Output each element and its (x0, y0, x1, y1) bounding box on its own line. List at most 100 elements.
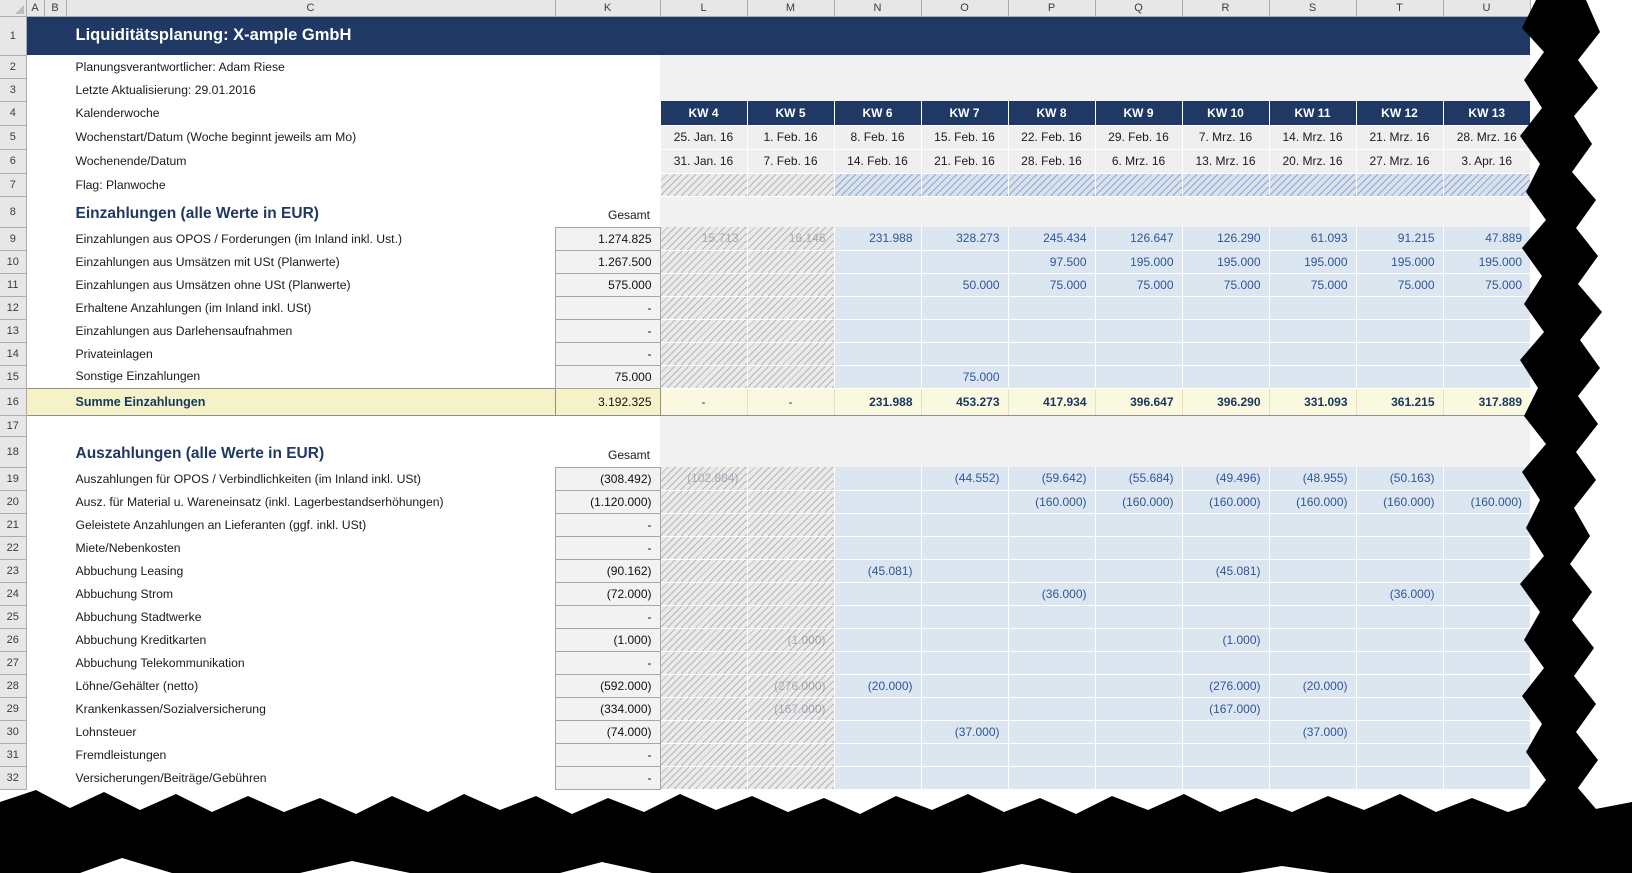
cell-O26[interactable] (920, 628, 1008, 652)
cell-U12[interactable] (1442, 296, 1530, 320)
cell-R19[interactable]: (49.496) (1181, 467, 1269, 491)
cell-L16[interactable]: - (659, 387, 747, 416)
row-header-18[interactable]: 18 (0, 436, 27, 468)
cell-Q30[interactable] (1094, 720, 1182, 744)
cell-L29[interactable] (659, 697, 747, 721)
cell-L7[interactable] (659, 173, 747, 197)
cell-M5[interactable]: 1. Feb. 16 (746, 124, 834, 150)
row-header-14[interactable]: 14 (0, 342, 27, 366)
cell-M28[interactable]: (276.000) (746, 674, 834, 698)
cell-P29[interactable] (1007, 697, 1095, 721)
cell-N19[interactable] (833, 467, 921, 491)
cell-Q7[interactable] (1094, 173, 1182, 197)
cell-O29[interactable] (920, 697, 1008, 721)
cell-L27[interactable] (659, 651, 747, 675)
cell-S6[interactable]: 20. Mrz. 16 (1268, 148, 1356, 174)
cell-T12[interactable] (1355, 296, 1443, 320)
cell-S22[interactable] (1268, 536, 1356, 560)
row-header-8[interactable]: 8 (0, 196, 27, 228)
cell-P16[interactable]: 417.934 (1007, 387, 1095, 416)
cell-Q19[interactable]: (55.684) (1094, 467, 1182, 491)
cell-K3[interactable] (555, 78, 660, 101)
cell-T30[interactable] (1355, 720, 1443, 744)
row-label-10[interactable]: Einzahlungen aus Umsätzen mit USt (Planw… (26, 250, 555, 273)
cell-M6[interactable]: 7. Feb. 16 (746, 148, 834, 174)
cell-L4[interactable]: KW 4 (659, 101, 747, 125)
cell-P6[interactable]: 28. Feb. 16 (1007, 148, 1095, 174)
cell-M13[interactable] (746, 319, 834, 343)
cell-M16[interactable]: - (746, 387, 834, 416)
cell-Q27[interactable] (1094, 651, 1182, 675)
col-header-A[interactable]: A (26, 0, 45, 17)
cell-U5[interactable]: 28. Mrz. 16 (1442, 124, 1530, 150)
cell-Q15[interactable] (1094, 365, 1182, 389)
row-label-30[interactable]: Lohnsteuer (26, 720, 555, 743)
cell-P9[interactable]: 245.434 (1007, 227, 1095, 251)
cell-T20[interactable]: (160.000) (1355, 490, 1443, 514)
cell-R4[interactable]: KW 10 (1181, 101, 1269, 125)
cell-O25[interactable] (920, 605, 1008, 629)
cell-S21[interactable] (1268, 513, 1356, 537)
cell-L21[interactable] (659, 513, 747, 537)
cell-Q10[interactable]: 195.000 (1094, 250, 1182, 274)
cell-N4[interactable]: KW 6 (833, 101, 921, 125)
cell-Q14[interactable] (1094, 342, 1182, 366)
row-header-27[interactable]: 27 (0, 651, 27, 675)
cell-O30[interactable]: (37.000) (920, 720, 1008, 744)
cell-U23[interactable] (1442, 559, 1530, 583)
cell-M26[interactable]: (1.000) (746, 628, 834, 652)
cell-T23[interactable] (1355, 559, 1443, 583)
row-label-25[interactable]: Abbuchung Stadtwerke (26, 605, 555, 628)
cell-K13[interactable]: - (554, 318, 661, 343)
cell-R32[interactable] (1181, 766, 1269, 790)
cell-U4[interactable]: KW 13 (1442, 101, 1530, 125)
cell-M20[interactable] (746, 490, 834, 514)
col-header-C[interactable]: C (66, 0, 556, 17)
cell-M19[interactable] (746, 467, 834, 491)
cell-P21[interactable] (1007, 513, 1095, 537)
cell-N24[interactable] (833, 582, 921, 606)
cell-S23[interactable] (1268, 559, 1356, 583)
gesamt-label-18[interactable]: Gesamt (555, 436, 660, 467)
cell-N16[interactable]: 231.988 (833, 387, 921, 416)
cell-M29[interactable]: (167.000) (746, 697, 834, 721)
row-header-32[interactable]: 32 (0, 766, 27, 790)
cell-U30[interactable] (1442, 720, 1530, 744)
cell-T13[interactable] (1355, 319, 1443, 343)
cell-S30[interactable]: (37.000) (1268, 720, 1356, 744)
cell-S7[interactable] (1268, 173, 1356, 197)
cell-S32[interactable] (1268, 766, 1356, 790)
cell-R30[interactable] (1181, 720, 1269, 744)
cell-P23[interactable] (1007, 559, 1095, 583)
row-label-23[interactable]: Abbuchung Leasing (26, 559, 555, 582)
col-header-K[interactable]: K (555, 0, 661, 17)
cell-N11[interactable] (833, 273, 921, 297)
cell-M4[interactable]: KW 5 (746, 101, 834, 125)
cell-S28[interactable]: (20.000) (1268, 674, 1356, 698)
col-header-S[interactable]: S (1269, 0, 1357, 17)
cell-K17[interactable] (555, 415, 660, 436)
cell-N32[interactable] (833, 766, 921, 790)
cell-T19[interactable]: (50.163) (1355, 467, 1443, 491)
row-header-3[interactable]: 3 (0, 78, 27, 102)
cell-N31[interactable] (833, 743, 921, 767)
cell-Q16[interactable]: 396.647 (1094, 387, 1182, 416)
row-header-19[interactable]: 19 (0, 467, 27, 491)
row-label-32[interactable]: Versicherungen/Beiträge/Gebühren (26, 766, 555, 789)
cell-P20[interactable]: (160.000) (1007, 490, 1095, 514)
cell-N13[interactable] (833, 319, 921, 343)
cell-Q20[interactable]: (160.000) (1094, 490, 1182, 514)
cell-K20[interactable]: (1.120.000) (554, 489, 661, 514)
section-title-8[interactable]: Einzahlungen (alle Werte in EUR) (26, 196, 555, 227)
cell-L24[interactable] (659, 582, 747, 606)
col-header-T[interactable]: T (1356, 0, 1444, 17)
cell-S19[interactable]: (48.955) (1268, 467, 1356, 491)
cell-P26[interactable] (1007, 628, 1095, 652)
cell-N14[interactable] (833, 342, 921, 366)
cell-T28[interactable] (1355, 674, 1443, 698)
cell-R6[interactable]: 13. Mrz. 16 (1181, 148, 1269, 174)
cell-N22[interactable] (833, 536, 921, 560)
cell-K21[interactable]: - (554, 512, 661, 537)
band-2[interactable] (660, 55, 1530, 78)
cell-N6[interactable]: 14. Feb. 16 (833, 148, 921, 174)
